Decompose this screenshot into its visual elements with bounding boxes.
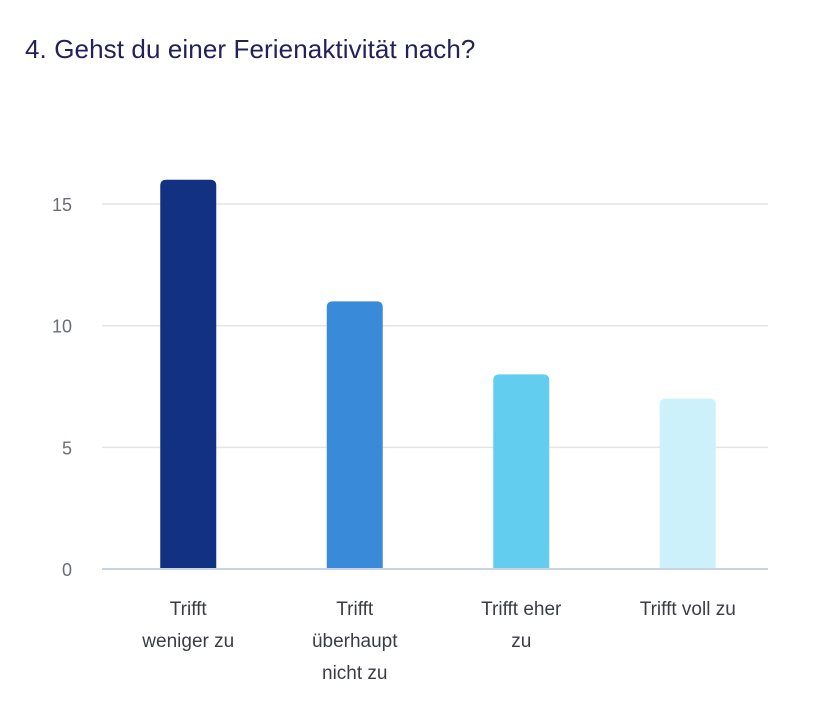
x-tick-label: nicht zu bbox=[322, 663, 387, 684]
y-tick-label: 5 bbox=[62, 438, 72, 458]
x-tick-label: Trifft voll zu bbox=[640, 599, 736, 620]
x-tick-label: überhaupt bbox=[312, 631, 398, 652]
y-tick-label: 0 bbox=[62, 560, 72, 580]
bar-1[interactable] bbox=[160, 179, 217, 569]
x-tick-label: Trifft bbox=[170, 599, 208, 620]
x-tick-label: Trifft bbox=[336, 599, 374, 620]
y-axis-ticks: 0 5 10 15 bbox=[52, 195, 72, 580]
x-tick-label: zu bbox=[511, 631, 531, 652]
bars bbox=[160, 179, 716, 569]
y-tick-label: 10 bbox=[52, 317, 72, 337]
bar-3[interactable] bbox=[493, 374, 550, 569]
y-tick-label: 15 bbox=[52, 195, 72, 215]
bar-4[interactable] bbox=[659, 398, 716, 569]
x-tick-label: Trifft eher bbox=[481, 599, 562, 620]
x-axis-labels: Trifft weniger zu Trifft überhaupt nicht zu T… bbox=[141, 599, 735, 684]
x-tick-label: weniger zu bbox=[141, 631, 234, 652]
bar-2[interactable] bbox=[326, 301, 383, 569]
chart-title: 4. Gehst du einer Ferienaktivität nach? bbox=[25, 34, 476, 64]
